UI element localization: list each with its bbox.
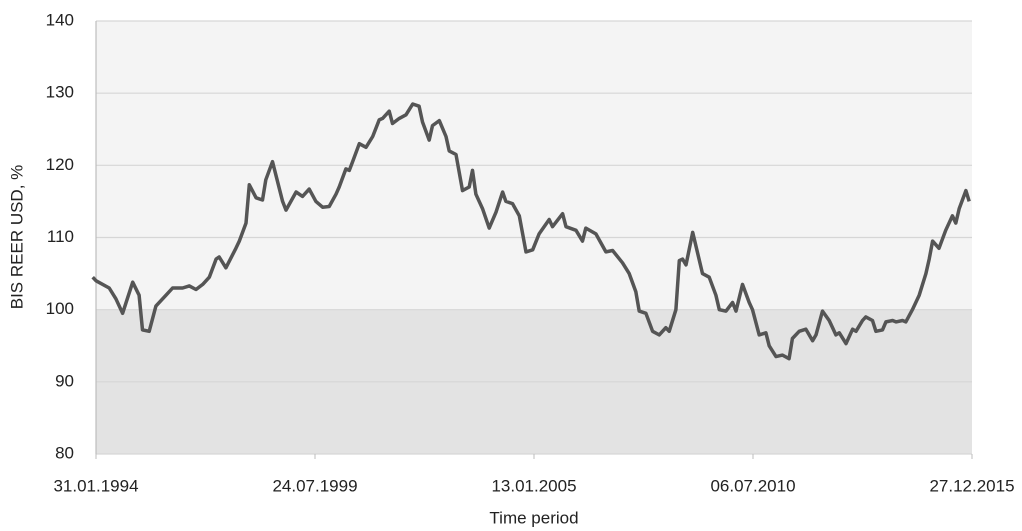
- y-tick-label: 110: [47, 227, 74, 246]
- x-tick-label: 06.07.2010: [710, 476, 795, 495]
- line-series: [91, 102, 971, 361]
- y-tick-label: 140: [46, 10, 74, 29]
- x-tick-label: 27.12.2015: [929, 476, 1014, 495]
- x-tick-label: 31.01.1994: [53, 476, 138, 495]
- y-tick-label: 120: [46, 155, 74, 174]
- x-axis-label: Time period: [489, 508, 578, 527]
- y-tick-label: 130: [46, 83, 74, 102]
- x-tick-label: 24.07.1999: [272, 476, 357, 495]
- y-axis-label: BIS REER USD, %: [7, 165, 26, 310]
- y-tick-label: 90: [55, 371, 74, 390]
- y-tick-label: 100: [46, 299, 74, 318]
- y-tick-label: 80: [55, 443, 74, 462]
- x-tick-label: 13.01.2005: [491, 476, 576, 495]
